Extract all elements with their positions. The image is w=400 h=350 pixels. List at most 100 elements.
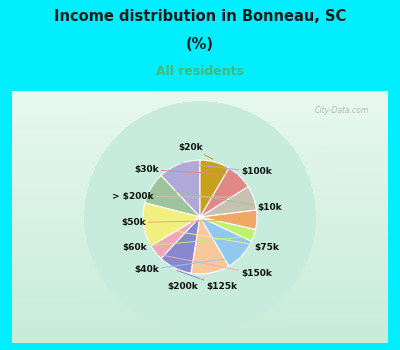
Circle shape	[86, 103, 314, 331]
Circle shape	[86, 103, 314, 331]
Circle shape	[86, 103, 314, 331]
Circle shape	[86, 103, 314, 331]
Circle shape	[86, 103, 314, 331]
Circle shape	[86, 103, 314, 331]
Text: $200k: $200k	[167, 275, 208, 291]
Circle shape	[86, 103, 314, 331]
Text: > $200k: > $200k	[112, 192, 252, 201]
Text: $100k: $100k	[181, 163, 272, 176]
Circle shape	[86, 103, 314, 331]
Text: City-Data.com: City-Data.com	[315, 106, 369, 115]
Wedge shape	[200, 217, 252, 266]
Circle shape	[86, 103, 314, 331]
Circle shape	[86, 103, 314, 331]
Circle shape	[86, 103, 314, 331]
Wedge shape	[143, 203, 200, 246]
Circle shape	[86, 103, 314, 331]
Circle shape	[86, 103, 314, 331]
Circle shape	[86, 103, 314, 331]
Circle shape	[86, 103, 314, 331]
Circle shape	[86, 103, 314, 331]
Wedge shape	[200, 160, 229, 217]
Circle shape	[86, 103, 314, 331]
Circle shape	[86, 103, 314, 331]
Circle shape	[86, 103, 314, 331]
Wedge shape	[200, 168, 248, 217]
Wedge shape	[161, 160, 200, 217]
Text: $50k: $50k	[121, 218, 256, 227]
Circle shape	[86, 103, 314, 331]
Circle shape	[86, 103, 314, 331]
Circle shape	[86, 103, 314, 331]
Text: $75k: $75k	[145, 226, 280, 252]
Wedge shape	[200, 210, 257, 229]
Circle shape	[86, 103, 314, 331]
Circle shape	[86, 103, 314, 331]
Circle shape	[86, 103, 314, 331]
Circle shape	[86, 103, 314, 331]
Circle shape	[86, 103, 314, 331]
Circle shape	[86, 103, 314, 331]
Circle shape	[86, 103, 314, 331]
Circle shape	[86, 103, 314, 331]
Circle shape	[86, 103, 314, 331]
Text: All residents: All residents	[156, 65, 244, 78]
Circle shape	[86, 103, 314, 331]
Circle shape	[86, 103, 314, 331]
Circle shape	[86, 103, 314, 331]
Circle shape	[86, 103, 314, 331]
Circle shape	[86, 103, 314, 331]
Circle shape	[86, 103, 314, 331]
Circle shape	[86, 103, 314, 331]
Circle shape	[86, 103, 314, 331]
Circle shape	[86, 103, 314, 331]
Circle shape	[86, 103, 314, 331]
Circle shape	[86, 103, 314, 331]
Circle shape	[86, 103, 314, 331]
Wedge shape	[145, 176, 200, 217]
Circle shape	[86, 103, 314, 331]
Circle shape	[86, 103, 314, 331]
Wedge shape	[151, 217, 200, 258]
Text: $60k: $60k	[122, 236, 252, 252]
Circle shape	[86, 103, 314, 331]
Text: $10k: $10k	[152, 188, 282, 212]
Circle shape	[86, 103, 314, 331]
Circle shape	[86, 103, 314, 331]
Circle shape	[86, 103, 314, 331]
Circle shape	[86, 103, 314, 331]
Circle shape	[86, 103, 314, 331]
Circle shape	[86, 103, 314, 331]
Circle shape	[86, 103, 314, 331]
Circle shape	[86, 103, 314, 331]
Circle shape	[86, 103, 314, 331]
Text: $125k: $125k	[177, 271, 238, 291]
Circle shape	[86, 103, 314, 331]
Circle shape	[86, 103, 314, 331]
Circle shape	[86, 103, 314, 331]
Circle shape	[86, 103, 314, 331]
Wedge shape	[200, 217, 256, 241]
Circle shape	[86, 103, 314, 331]
Circle shape	[86, 103, 314, 331]
Circle shape	[86, 103, 314, 331]
Wedge shape	[200, 187, 256, 217]
Text: $40k: $40k	[134, 257, 240, 274]
Circle shape	[86, 103, 314, 331]
Circle shape	[86, 103, 314, 331]
Wedge shape	[161, 217, 200, 273]
Circle shape	[86, 103, 314, 331]
Circle shape	[86, 103, 314, 331]
Circle shape	[86, 103, 314, 331]
Circle shape	[86, 103, 314, 331]
Wedge shape	[191, 217, 229, 274]
Circle shape	[86, 103, 314, 331]
Circle shape	[86, 103, 314, 331]
Text: $20k: $20k	[178, 143, 213, 159]
Text: $150k: $150k	[157, 254, 272, 278]
Circle shape	[86, 103, 314, 331]
Circle shape	[86, 103, 314, 331]
Circle shape	[86, 103, 314, 331]
Text: Income distribution in Bonneau, SC: Income distribution in Bonneau, SC	[54, 9, 346, 24]
Circle shape	[86, 103, 314, 331]
